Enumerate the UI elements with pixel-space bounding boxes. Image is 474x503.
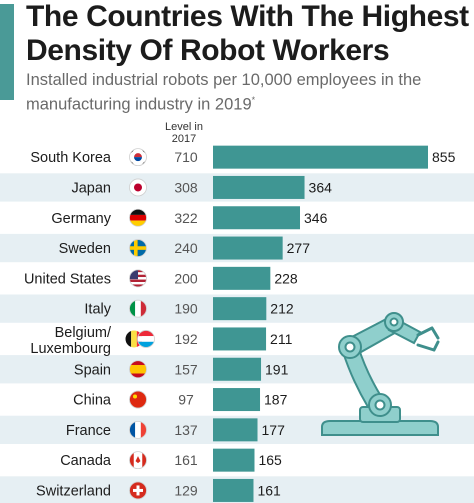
robot-shoulder-bolt	[344, 341, 356, 353]
country-label: Italy	[84, 302, 111, 318]
level-2017-value: 322	[174, 210, 198, 226]
level-2017-value: 161	[174, 452, 198, 468]
country-label: Spain	[74, 362, 111, 378]
bar-value-label: 165	[258, 452, 282, 468]
bar-value-label: 211	[270, 331, 293, 347]
level-2017-value: 137	[174, 422, 198, 438]
bar	[213, 418, 258, 442]
country-label: Canada	[60, 453, 112, 469]
south-korea-flag	[129, 148, 147, 167]
chart-title: The Countries With The Highest Density O…	[26, 0, 469, 67]
bar-value-label: 346	[304, 210, 328, 226]
germany-flag	[129, 208, 147, 227]
level-2017-value: 200	[174, 270, 198, 286]
bar-value-label: 228	[274, 270, 298, 286]
switzerland-flag	[129, 481, 147, 500]
country-label: South Korea	[30, 150, 112, 166]
robot-arm-illustration	[321, 312, 440, 436]
country-label: Germany	[51, 211, 111, 227]
canada-flag	[129, 451, 147, 470]
bar	[213, 357, 262, 381]
level-2017-value: 240	[174, 240, 198, 256]
chart-subtitle: Installed industrial robots per 10,000 e…	[26, 70, 466, 115]
luxembourg-flag	[137, 330, 155, 348]
level-2017-value: 192	[174, 331, 198, 347]
country-label: France	[66, 423, 111, 439]
sweden-flag	[129, 239, 147, 257]
country-label: United States	[24, 271, 111, 287]
bar	[213, 206, 301, 230]
level-2017-value: 129	[174, 482, 198, 498]
country-label: China	[73, 393, 112, 409]
spain-flag	[129, 360, 147, 379]
bar	[213, 266, 271, 290]
bar	[213, 175, 305, 199]
italy-flag	[129, 299, 147, 318]
bar	[213, 448, 255, 472]
country-label: Belgium/Luxembourg	[30, 325, 112, 357]
subtitle-footnote-marker: *	[251, 95, 256, 105]
bar	[213, 236, 283, 260]
accent-bar	[0, 4, 14, 100]
level-2017-header: Level in 2017	[165, 121, 203, 145]
country-label: Japan	[71, 180, 111, 196]
level-2017-value: 308	[174, 179, 198, 195]
bar	[213, 478, 254, 502]
level-2017-value: 157	[174, 361, 198, 377]
bar-value-label: 277	[287, 240, 311, 256]
china-flag	[129, 390, 147, 409]
level-2017-value: 97	[178, 392, 194, 408]
bar-value-label: 177	[262, 422, 286, 438]
bar-value-label: 187	[264, 392, 288, 408]
bar	[213, 145, 428, 169]
bar	[213, 327, 267, 351]
level-2017-value: 710	[174, 149, 198, 165]
bar-value-label: 191	[265, 361, 289, 377]
country-label-line: Luxembourg	[30, 341, 111, 357]
robot-base-bolt	[374, 399, 386, 411]
bar-value-label: 212	[270, 301, 294, 317]
robot-base	[321, 420, 439, 436]
subtitle-text: Installed industrial robots per 10,000 e…	[26, 71, 422, 114]
france-flag	[129, 420, 147, 439]
country-label: Sweden	[59, 241, 111, 257]
united-states-flag	[129, 269, 147, 288]
country-label-line: Belgium/	[55, 325, 112, 341]
level-2017-value: 190	[174, 301, 198, 317]
bar	[213, 297, 267, 321]
japan-flag	[129, 178, 147, 197]
bar-value-label: 364	[309, 179, 333, 195]
robot-elbow-bolt	[389, 317, 399, 327]
country-label: Switzerland	[36, 483, 111, 499]
robot-gripper	[416, 326, 440, 352]
bar	[213, 388, 261, 412]
bar-value-label: 855	[432, 149, 456, 165]
bar-value-label: 161	[257, 482, 281, 498]
